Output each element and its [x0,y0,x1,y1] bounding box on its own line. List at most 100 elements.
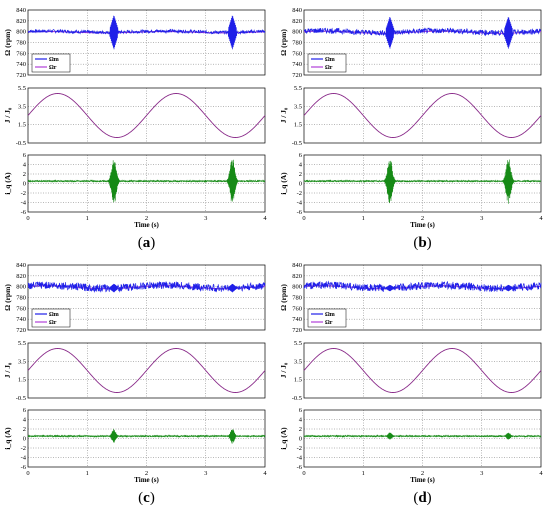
y-tick-label-speed: 720 [16,327,26,334]
y-tick-label-current: -6 [21,209,27,216]
y-tick-label-inertia: 3.5 [294,103,302,110]
y-tick-label-inertia: 3.5 [18,103,26,110]
y-axis-label-current: i_q (A) [3,427,12,450]
x-axis-label: Time (s) [410,476,435,484]
y-tick-label-current: -4 [297,455,303,462]
series-omega-m [27,280,266,293]
y-tick-label-current: 0 [23,181,26,188]
y-tick-label-current: -2 [21,190,26,197]
y-tick-label-current: 0 [299,436,302,443]
panel-caption: (c) [138,490,155,506]
y-tick-label-current: -2 [297,445,302,452]
series-omega-m [303,280,542,293]
legend-label-omega-r: Ωr [49,320,57,326]
y-tick-label-speed: 760 [292,305,302,312]
x-tick-label: 1 [362,215,365,222]
y-tick-label-current: 0 [299,181,302,188]
x-tick-label: 4 [539,470,543,477]
legend: Ωm Ωr [307,308,347,328]
y-axis-label-current: i_q (A) [3,172,12,195]
y-tick-label-current: 2 [23,171,26,178]
x-tick-label: 1 [86,470,89,477]
y-tick-label-inertia: 5.5 [294,85,302,92]
x-tick-label: 0 [302,470,305,477]
y-tick-label-speed: 760 [16,305,26,312]
y-tick-label-current: -4 [21,455,27,462]
series-inertia-ratio [303,93,542,138]
y-axis-label-speed: Ω (rpm) [3,29,12,56]
y-tick-label-current: -2 [297,190,302,197]
legend-label-omega-m: Ωm [325,57,335,63]
y-tick-label-current: -6 [297,209,303,216]
y-tick-label-speed: 780 [292,295,302,302]
legend-label-omega-r: Ωr [325,65,333,71]
y-tick-label-speed: 740 [292,61,302,68]
x-tick-label: 1 [362,470,365,477]
x-tick-label: 4 [539,215,543,222]
y-tick-label-current: 6 [299,152,303,159]
legend-label-omega-m: Ωm [325,312,335,318]
series-inertia-ratio [27,93,266,138]
y-tick-label-speed: 780 [16,40,26,47]
series-iq [27,159,266,203]
y-tick-label-speed: 740 [292,316,302,323]
figure-panel-c: 840 820 800 780 760 740 720 Ωm Ωr Ω (rpm) 5.5 3.5 1.… [3,262,267,506]
y-tick-label-speed: 820 [16,273,26,280]
legend: Ωm Ωr [31,53,71,73]
y-tick-label-inertia: 5.5 [18,340,26,347]
y-tick-label-speed: 840 [16,262,26,269]
y-tick-label-speed: 820 [292,18,302,25]
x-tick-label: 4 [263,470,267,477]
x-tick-label: 2 [145,470,148,477]
x-tick-label: 4 [263,215,267,222]
y-axis-label-speed: Ω (rpm) [279,29,288,56]
panel-caption: (b) [413,235,431,251]
y-tick-label-current: -6 [21,464,27,471]
y-tick-label-speed: 760 [292,50,302,57]
y-axis-label-inertia: J / J₀ [279,107,288,123]
x-axis-label: Time (s) [134,476,159,484]
y-axis-label-speed: Ω (rpm) [3,284,12,311]
y-tick-label-inertia: -0.5 [292,395,302,402]
y-tick-label-inertia: 3.5 [294,358,302,365]
y-tick-label-current: 2 [299,171,302,178]
y-tick-label-inertia: 1.5 [18,377,26,384]
y-tick-label-current: -2 [21,445,26,452]
y-tick-label-speed: 740 [16,61,26,68]
series-iq [303,159,542,204]
y-tick-label-speed: 820 [16,18,26,25]
y-tick-label-speed: 780 [292,40,302,47]
y-axis-label-inertia: J / J₀ [3,107,12,123]
series-iq [303,432,542,440]
y-tick-label-current: 6 [23,407,27,414]
x-tick-label: 3 [204,215,207,222]
y-tick-label-current: -6 [297,464,303,471]
series-omega-m [303,17,542,49]
x-tick-label: 2 [145,215,148,222]
y-tick-label-speed: 760 [16,50,26,57]
legend-label-omega-m: Ωm [49,57,59,63]
y-axis-label-inertia: J / J₀ [279,362,288,378]
y-tick-label-current: 0 [23,436,26,443]
legend-label-omega-m: Ωm [49,312,59,318]
series-iq [27,428,266,444]
y-tick-label-speed: 720 [16,72,26,79]
y-tick-label-speed: 720 [292,72,302,79]
y-tick-label-inertia: 5.5 [294,340,302,347]
y-tick-label-current: 4 [23,417,27,424]
y-tick-label-speed: 780 [16,295,26,302]
y-tick-label-speed: 800 [16,284,26,291]
x-tick-label: 2 [421,470,424,477]
y-tick-label-current: 6 [23,152,27,159]
y-tick-label-current: 4 [299,162,303,169]
y-tick-label-speed: 800 [292,284,302,291]
legend-label-omega-r: Ωr [49,65,57,71]
y-tick-label-speed: 820 [292,273,302,280]
legend: Ωm Ωr [307,53,347,73]
y-tick-label-current: -4 [21,200,27,207]
x-axis-label: Time (s) [134,221,159,229]
x-axis-label: Time (s) [410,221,435,229]
y-tick-label-inertia: 1.5 [18,122,26,129]
y-tick-label-speed: 840 [292,7,302,14]
y-tick-label-inertia: -0.5 [16,140,26,147]
